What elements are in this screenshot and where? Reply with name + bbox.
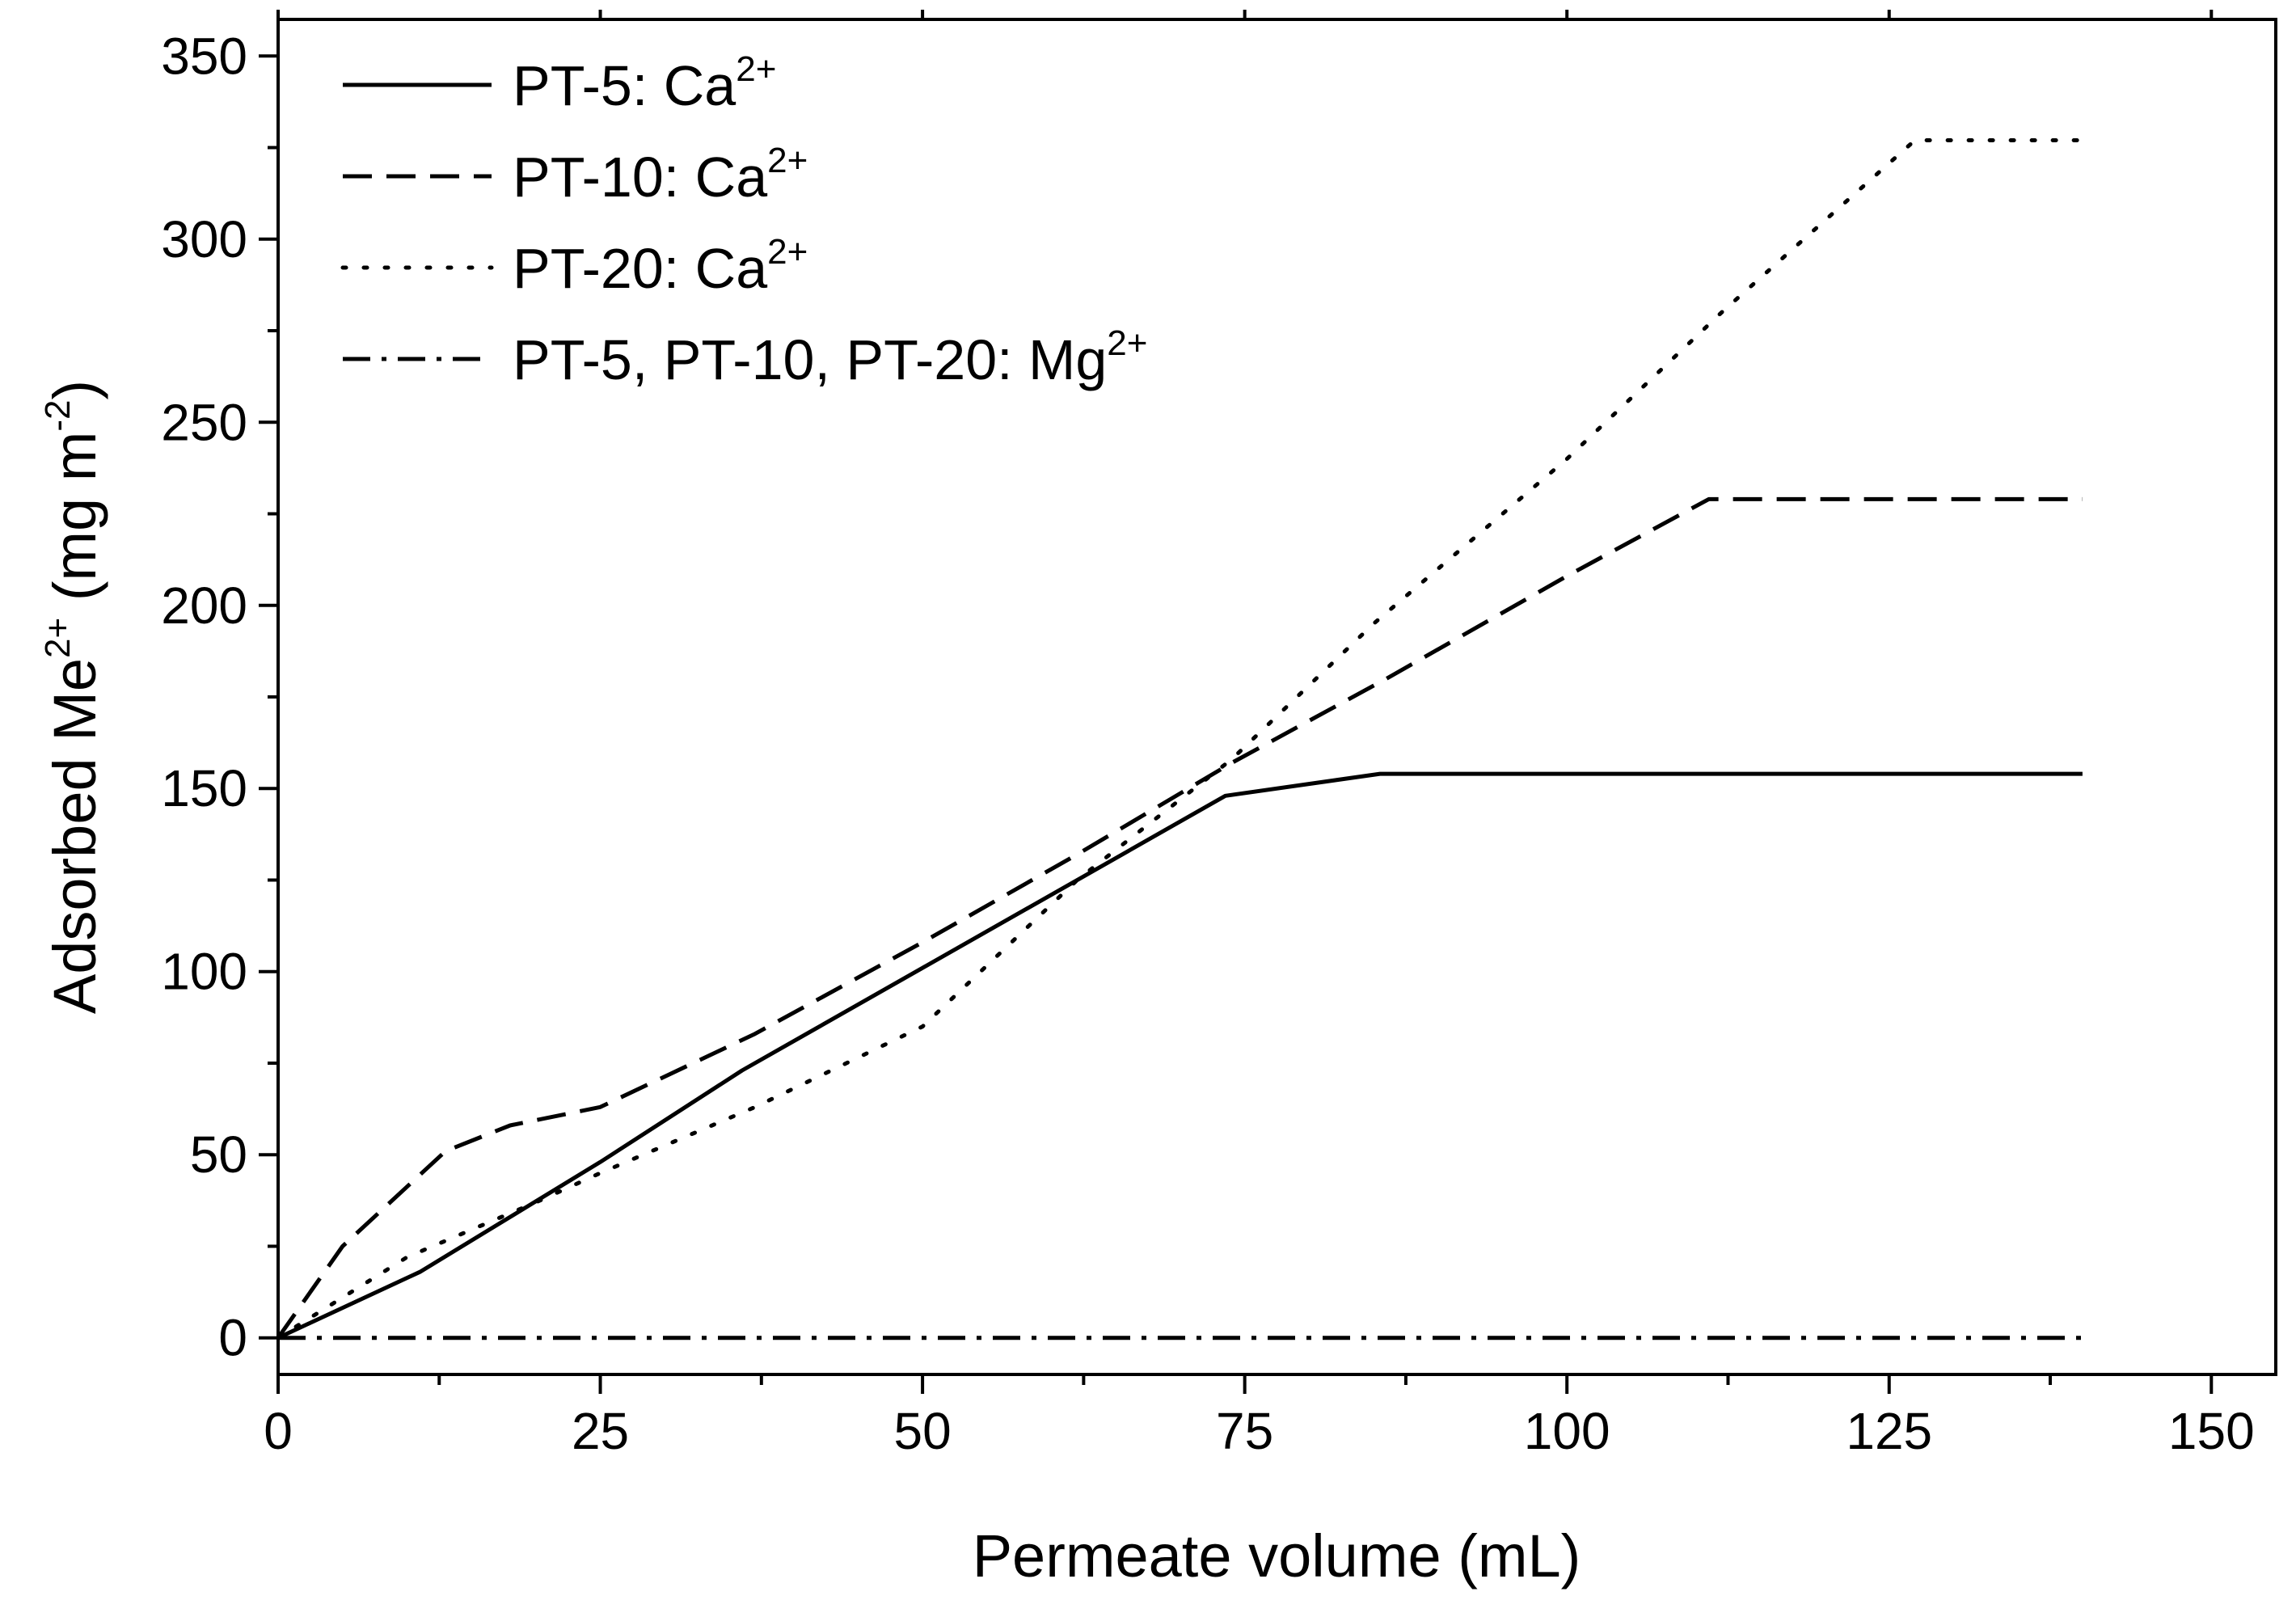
y-tick-label: 50 [190,1125,247,1184]
plot-area-frame [276,18,2277,1376]
x-tick-label: 100 [1524,1402,1610,1460]
x-tick-label: 75 [1216,1402,1273,1460]
y-axis-ticks: 0 50 100 150 200 250 300 350 [161,27,278,1367]
legend-label-text: PT-10: Ca [513,146,767,209]
legend-label-2: PT-10: Ca2+ [513,141,808,209]
y-axis-title-close: ) [41,380,108,400]
legend-label-text: PT-5, PT-10, PT-20: Mg [513,328,1107,391]
legend-label-sup: 2+ [767,141,808,180]
legend-label-sup: 2+ [736,49,776,89]
series-lines [276,138,2085,1340]
series-line-1 [276,771,2083,1340]
legend: PT-5: Ca2+PT-10: Ca2+PT-20: Ca2+PT-5, PT… [340,49,1147,391]
legend-label-sup: 2+ [767,232,808,272]
y-axis-title-text: Adsorbed Me [41,658,108,1014]
series-line-3 [276,138,2085,1340]
y-axis-title-unit-sup: -2 [38,400,78,432]
y-axis-title-sup: 2+ [38,618,78,658]
y-tick-label: 0 [218,1309,247,1367]
x-tick-label: 25 [572,1402,629,1460]
legend-label-sup: 2+ [1107,323,1147,363]
y-tick-label: 350 [161,27,247,85]
legend-label-3: PT-20: Ca2+ [513,232,808,300]
y-tick-label: 300 [161,210,247,268]
y-tick-label: 150 [161,759,247,817]
x-tick-label: 150 [2168,1402,2255,1460]
series-line-2 [276,496,2083,1340]
y-tick-label: 200 [161,576,247,635]
legend-label-text: PT-20: Ca [513,237,767,300]
x-tick-label: 0 [264,1402,293,1460]
y-tick-label: 250 [161,393,247,451]
y-tick-label: 100 [161,943,247,1001]
y-axis-title-unit: (mg m [41,432,108,618]
x-tick-label: 125 [1846,1402,1932,1460]
legend-label-text: PT-5: Ca [513,54,736,117]
y-axis-title: Adsorbed Me2+ (mg m-2) [38,380,108,1014]
legend-label-1: PT-5: Ca2+ [513,49,776,117]
x-axis-title: Permeate volume (mL) [973,1522,1581,1590]
x-axis-ticks: 0 25 50 75 100 125 150 [264,10,2255,1460]
x-tick-label: 50 [894,1402,952,1460]
legend-label-4: PT-5, PT-10, PT-20: Mg2+ [513,323,1147,391]
